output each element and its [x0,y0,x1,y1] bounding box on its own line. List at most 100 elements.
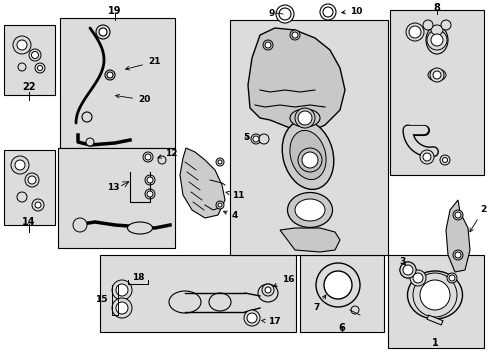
Circle shape [17,192,27,202]
Circle shape [116,284,128,296]
Circle shape [107,72,113,78]
Circle shape [412,273,422,283]
Circle shape [289,30,299,40]
Text: 12: 12 [158,148,177,158]
Ellipse shape [208,293,230,311]
Text: 9: 9 [268,9,274,18]
Text: 22: 22 [22,82,36,92]
Circle shape [291,32,297,38]
Ellipse shape [427,69,445,81]
Circle shape [35,202,41,208]
Circle shape [96,25,110,39]
Bar [229,20,387,255]
Circle shape [422,20,432,30]
Circle shape [442,158,447,162]
Ellipse shape [430,25,442,35]
Bar [299,255,383,332]
Circle shape [262,284,273,296]
Circle shape [409,270,425,286]
Circle shape [294,108,314,128]
Ellipse shape [425,26,447,54]
Ellipse shape [289,109,319,127]
Ellipse shape [289,130,325,180]
Bar [60,18,175,148]
Ellipse shape [399,262,415,278]
Circle shape [419,280,449,310]
Circle shape [31,51,39,58]
Circle shape [297,111,311,125]
Circle shape [429,68,443,82]
Bar [4,25,55,95]
Circle shape [315,263,359,307]
Text: 1: 1 [431,338,437,348]
Circle shape [419,150,433,164]
Text: 18: 18 [131,273,144,282]
Text: 7: 7 [313,295,325,312]
Ellipse shape [169,291,201,313]
Circle shape [73,218,87,232]
Circle shape [302,152,317,168]
Circle shape [147,177,153,183]
Circle shape [430,34,442,46]
Circle shape [264,287,270,293]
Circle shape [324,271,351,299]
Circle shape [452,210,462,220]
Polygon shape [180,148,224,218]
Text: 20: 20 [116,94,150,104]
Circle shape [246,313,257,323]
Circle shape [145,175,155,185]
Circle shape [244,310,260,326]
Circle shape [11,156,29,174]
Circle shape [105,70,115,80]
Circle shape [82,112,92,122]
Circle shape [399,262,415,278]
Circle shape [319,4,335,20]
Circle shape [147,191,153,197]
Bar [387,255,483,348]
Circle shape [13,36,31,54]
Text: 6: 6 [338,323,345,333]
Text: 8: 8 [433,3,440,13]
Circle shape [18,63,26,71]
Circle shape [112,298,132,318]
Text: 3: 3 [399,257,405,266]
Circle shape [408,26,420,38]
Ellipse shape [282,121,333,189]
Text: 17: 17 [261,318,280,327]
Circle shape [432,71,440,79]
Circle shape [259,134,268,144]
Bar [58,148,175,248]
Text: 16: 16 [273,275,294,287]
Text: 5: 5 [243,132,249,141]
Circle shape [116,302,128,314]
Text: 15: 15 [95,296,108,305]
Circle shape [422,153,430,161]
Circle shape [86,138,94,146]
Circle shape [28,176,36,184]
Circle shape [218,203,222,207]
Polygon shape [445,200,469,272]
Ellipse shape [287,193,332,228]
Bar [389,10,483,175]
Circle shape [297,148,321,172]
Circle shape [452,250,462,260]
Polygon shape [280,228,339,252]
Ellipse shape [294,199,325,221]
Circle shape [279,8,290,20]
Circle shape [402,265,412,275]
Circle shape [275,5,293,23]
Circle shape [250,134,261,144]
Bar [4,150,55,225]
Circle shape [145,154,151,160]
Circle shape [448,275,454,281]
Circle shape [216,158,224,166]
Polygon shape [247,28,345,132]
Bar [100,255,295,332]
Circle shape [15,160,25,170]
Circle shape [158,156,165,164]
Circle shape [17,40,27,50]
Text: 4: 4 [223,211,238,220]
Ellipse shape [127,222,152,234]
Circle shape [350,306,358,314]
Circle shape [405,23,423,41]
